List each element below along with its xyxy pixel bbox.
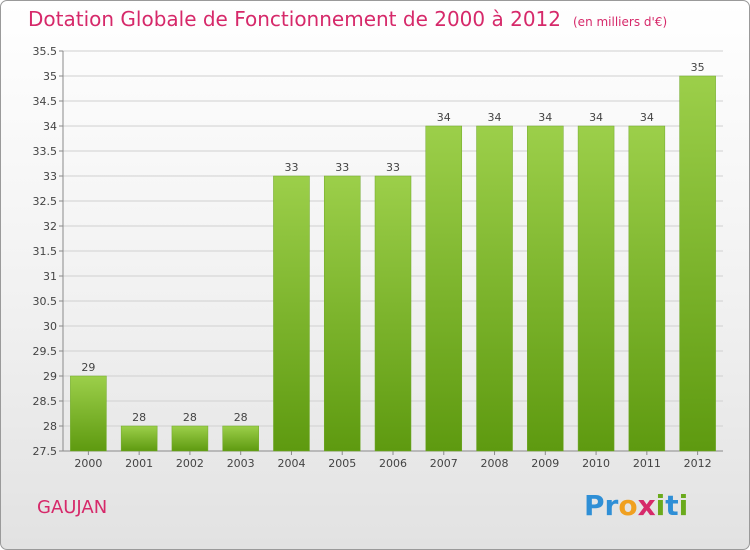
value-label-2011: 34 bbox=[640, 111, 654, 124]
bar-2009 bbox=[527, 125, 564, 452]
commune-name: GAUJAN bbox=[37, 497, 108, 518]
bar-layer bbox=[70, 75, 716, 452]
y-tick-label: 31 bbox=[43, 270, 57, 283]
bar-2005 bbox=[323, 175, 361, 452]
x-tick-label-2010: 2010 bbox=[582, 457, 610, 470]
y-tick-label: 33 bbox=[43, 170, 57, 183]
chart-title-text: Dotation Globale de Fonctionnement de 20… bbox=[28, 7, 561, 31]
x-tick-label-2007: 2007 bbox=[430, 457, 458, 470]
y-tick-label: 32.5 bbox=[33, 195, 58, 208]
x-tick-label-2008: 2008 bbox=[481, 457, 509, 470]
y-tick-label: 30 bbox=[43, 320, 57, 333]
y-tick-label: 30.5 bbox=[33, 295, 58, 308]
value-label-2002: 28 bbox=[183, 411, 197, 424]
y-tick-label: 28.5 bbox=[33, 395, 58, 408]
value-label-2006: 33 bbox=[386, 161, 400, 174]
y-tick-label: 27.5 bbox=[33, 445, 58, 458]
bar-2002 bbox=[171, 425, 209, 452]
bar-2006 bbox=[374, 175, 412, 452]
bar-2008 bbox=[476, 125, 513, 452]
x-tick-label-2001: 2001 bbox=[125, 457, 153, 470]
bar-2000 bbox=[70, 375, 107, 452]
bar-2004 bbox=[273, 175, 310, 452]
x-tick-label-2012: 2012 bbox=[684, 457, 712, 470]
y-tick-label: 32 bbox=[43, 220, 57, 233]
value-label-2001: 28 bbox=[132, 411, 146, 424]
value-label-2000: 29 bbox=[81, 361, 95, 374]
proxiti-logo: Proxiti bbox=[584, 489, 689, 522]
bar-2001 bbox=[120, 425, 158, 452]
y-tick-label: 28 bbox=[43, 420, 57, 433]
y-tick-label: 33.5 bbox=[33, 145, 58, 158]
y-tick-label: 29 bbox=[43, 370, 57, 383]
x-tick-label-2002: 2002 bbox=[176, 457, 204, 470]
x-tick-label-2005: 2005 bbox=[328, 457, 356, 470]
value-label-2010: 34 bbox=[589, 111, 603, 124]
label-layer: 29 2000 28 2001 28 2002 28 2003 33 2004 33 2005 33 20… bbox=[74, 61, 711, 470]
y-tick-label: 35.5 bbox=[33, 45, 58, 58]
x-tick-label-2004: 2004 bbox=[277, 457, 305, 470]
x-tick-label-2003: 2003 bbox=[227, 457, 255, 470]
value-label-2007: 34 bbox=[437, 111, 451, 124]
bar-2007 bbox=[425, 125, 463, 452]
y-tick-label: 31.5 bbox=[33, 245, 58, 258]
value-label-2004: 33 bbox=[284, 161, 298, 174]
bar-2011 bbox=[628, 125, 666, 452]
bar-2012 bbox=[679, 75, 716, 452]
x-tick-label-2009: 2009 bbox=[531, 457, 559, 470]
y-tick-label: 34 bbox=[43, 120, 57, 133]
value-label-2005: 33 bbox=[335, 161, 349, 174]
x-tick-label-2011: 2011 bbox=[633, 457, 661, 470]
y-tick-label: 35 bbox=[43, 70, 57, 83]
bar-2010 bbox=[577, 125, 615, 452]
chart-unit: (en milliers d'€) bbox=[573, 15, 668, 29]
chart-title: Dotation Globale de Fonctionnement de 20… bbox=[28, 7, 667, 31]
value-label-2003: 28 bbox=[234, 411, 248, 424]
x-tick-label-2006: 2006 bbox=[379, 457, 407, 470]
y-tick-label: 29.5 bbox=[33, 345, 58, 358]
value-label-2012: 35 bbox=[691, 61, 705, 74]
y-tick-label: 34.5 bbox=[33, 95, 58, 108]
bar-2003 bbox=[222, 425, 259, 452]
value-label-2008: 34 bbox=[488, 111, 502, 124]
value-label-2009: 34 bbox=[538, 111, 552, 124]
x-tick-label-2000: 2000 bbox=[74, 457, 102, 470]
